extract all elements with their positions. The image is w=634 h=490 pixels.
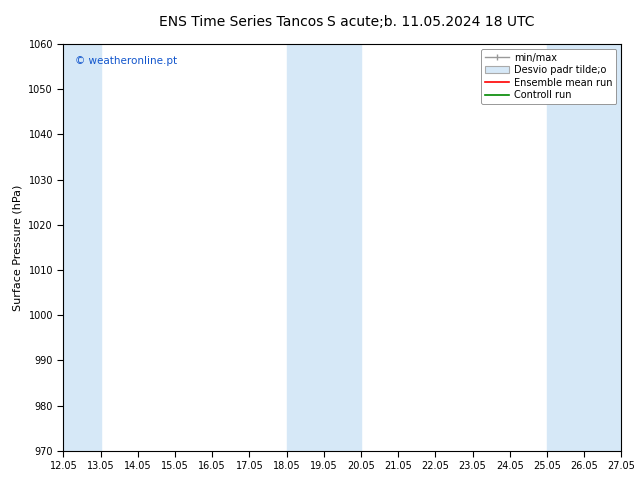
Bar [287,44,361,451]
Text: ENS Time Series Tancos: ENS Time Series Tancos [158,15,323,29]
Bar [63,44,101,451]
Legend: min/max, Desvio padr tilde;o, Ensemble mean run, Controll run: min/max, Desvio padr tilde;o, Ensemble m… [481,49,616,104]
Text: S acute;b. 11.05.2024 18 UTC: S acute;b. 11.05.2024 18 UTC [327,15,535,29]
Bar [547,44,621,451]
Y-axis label: Surface Pressure (hPa): Surface Pressure (hPa) [13,184,23,311]
Text: © weatheronline.pt: © weatheronline.pt [75,56,177,66]
